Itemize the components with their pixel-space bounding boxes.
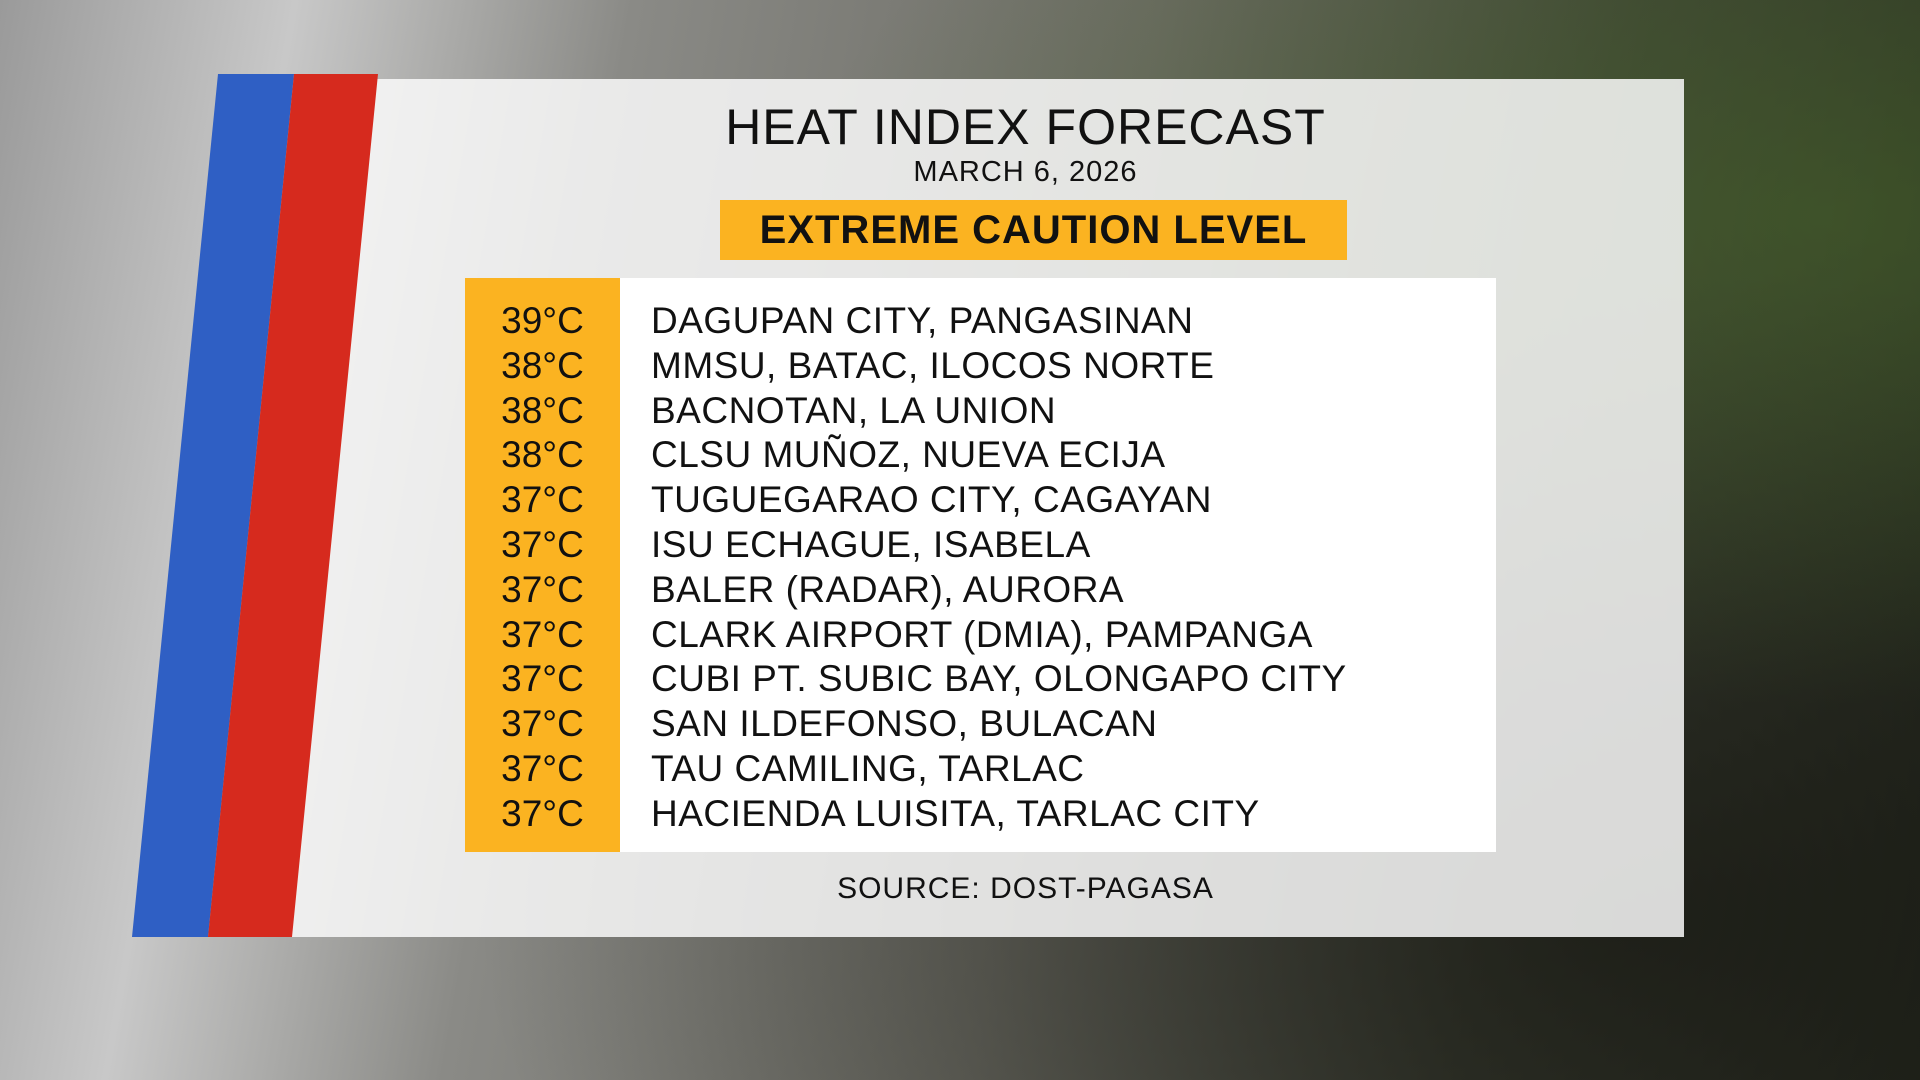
table-row: 37°C ISU ECHAGUE, ISABELA bbox=[465, 522, 1496, 567]
location: CLSU MUÑOZ, NUEVA ECIJA bbox=[651, 434, 1166, 476]
source: SOURCE: DOST-PAGASA bbox=[837, 872, 1214, 905]
table-row: 37°C TUGUEGARAO CITY, CAGAYAN bbox=[465, 477, 1496, 522]
table-row: 39°C DAGUPAN CITY, PANGASINAN bbox=[465, 298, 1496, 343]
table-row: 37°C CUBI PT. SUBIC BAY, OLONGAPO CITY bbox=[465, 656, 1496, 701]
location: TAU CAMILING, TARLAC bbox=[651, 748, 1085, 789]
temperature: 39°C bbox=[501, 300, 584, 341]
temperature: 38°C bbox=[501, 344, 584, 386]
location: TUGUEGARAO CITY, CAGAYAN bbox=[651, 479, 1212, 521]
table-row: 37°C TAU CAMILING, TARLAC bbox=[465, 746, 1496, 791]
table-row: 37°C BALER (RADAR), AURORA bbox=[465, 567, 1496, 612]
temperature: 37°C bbox=[501, 568, 584, 610]
temperature: 38°C bbox=[501, 434, 584, 476]
table-row: 37°C CLARK AIRPORT (DMIA), PAMPANGA bbox=[465, 612, 1496, 657]
location: BACNOTAN, LA UNION bbox=[651, 389, 1057, 431]
level-badge: EXTREME CAUTION LEVEL bbox=[720, 200, 1347, 260]
temperature: 37°C bbox=[501, 658, 584, 700]
location: HACIENDA LUISITA, TARLAC CITY bbox=[651, 792, 1260, 834]
location: BALER (RADAR), AURORA bbox=[651, 568, 1125, 610]
temperature: 37°C bbox=[501, 792, 584, 834]
location: SAN ILDEFONSO, BULACAN bbox=[651, 703, 1158, 745]
table-row: 38°C MMSU, BATAC, ILOCOS NORTE bbox=[465, 343, 1496, 388]
location: DAGUPAN CITY, PANGASINAN bbox=[651, 300, 1194, 341]
table-row: 37°C SAN ILDEFONSO, BULACAN bbox=[465, 701, 1496, 746]
table-row: 37°C HACIENDA LUISITA, TARLAC CITY bbox=[465, 791, 1496, 836]
red-stripe bbox=[208, 74, 378, 937]
location: CLARK AIRPORT (DMIA), PAMPANGA bbox=[651, 613, 1313, 655]
temperature: 37°C bbox=[501, 524, 584, 565]
blue-stripe bbox=[132, 74, 294, 937]
temperature: 37°C bbox=[501, 748, 584, 789]
location: MMSU, BATAC, ILOCOS NORTE bbox=[651, 344, 1215, 386]
location: ISU ECHAGUE, ISABELA bbox=[651, 524, 1091, 565]
temp-column bbox=[465, 278, 620, 852]
temperature: 37°C bbox=[501, 613, 584, 655]
table-row: 38°C CLSU MUÑOZ, NUEVA ECIJA bbox=[465, 432, 1496, 477]
table-row: 38°C BACNOTAN, LA UNION bbox=[465, 388, 1496, 433]
temperature: 37°C bbox=[501, 703, 584, 745]
temperature: 37°C bbox=[501, 479, 584, 521]
title: HEAT INDEX FORECAST bbox=[725, 99, 1326, 155]
date: MARCH 6, 2026 bbox=[913, 156, 1138, 188]
temperature: 38°C bbox=[501, 389, 584, 431]
location: CUBI PT. SUBIC BAY, OLONGAPO CITY bbox=[651, 658, 1347, 700]
forecast-table: 39°C DAGUPAN CITY, PANGASINAN 38°C MMSU, BA… bbox=[465, 278, 1496, 852]
